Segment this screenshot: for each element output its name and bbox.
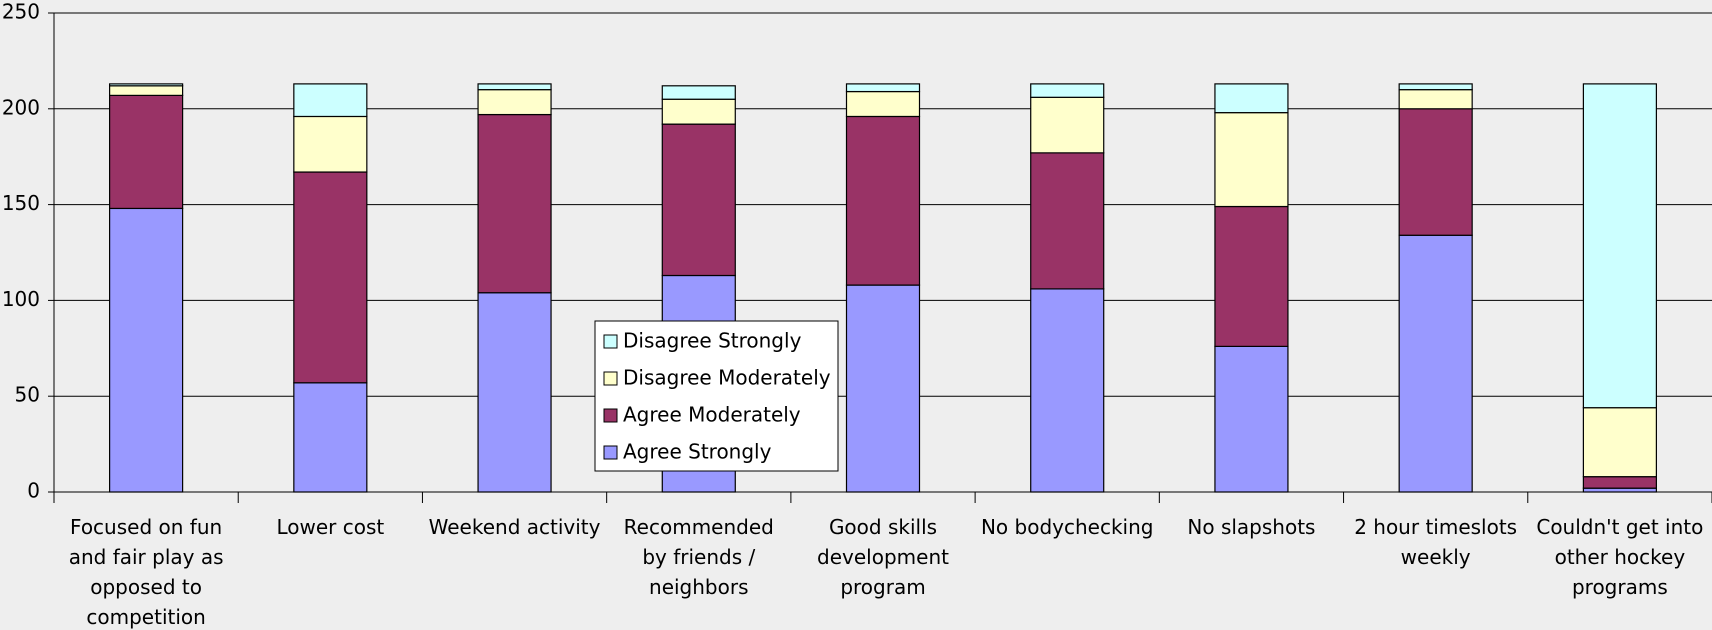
y-tick-label: 100 (2, 287, 40, 311)
y-tick-label: 250 (2, 0, 40, 24)
x-tick-label: Good skills development program (817, 515, 949, 599)
x-tick-label: Weekend activity (428, 515, 601, 539)
bar-segment (1214, 205, 1289, 347)
bar-segment (845, 90, 921, 118)
bar-segment (1398, 89, 1473, 110)
bar-segment (1582, 83, 1657, 409)
bar-segment (1214, 83, 1289, 114)
legend-label: Agree Strongly (623, 440, 772, 464)
bar-segment (661, 98, 736, 125)
y-tick-label: 150 (2, 191, 40, 215)
bar-segment (293, 115, 368, 173)
x-tick-label: Couldn't get into other hockey programs (1536, 515, 1704, 599)
bar-segment (845, 284, 921, 493)
bar-segment (109, 83, 184, 87)
bar-segment (661, 85, 736, 100)
bar-segment (1030, 83, 1105, 98)
legend-swatch (603, 334, 618, 349)
x-tick-label: No slapshots (1187, 515, 1316, 539)
bar-segment (477, 113, 552, 294)
x-tick-label: Lower cost (276, 515, 385, 539)
bar-segment (293, 83, 368, 118)
legend-label: Agree Moderately (623, 403, 801, 427)
bar-segment (1214, 345, 1289, 493)
y-tick-label: 200 (2, 95, 40, 119)
x-tick-label: 2 hour timeslots weekly (1354, 515, 1518, 569)
x-tick-label: Recommended by friends / neighbors (623, 515, 774, 599)
bar-segment (1030, 288, 1105, 493)
bar-segment (661, 123, 736, 277)
legend-box (594, 320, 839, 472)
bar-segment (1398, 108, 1473, 236)
y-tick-label: 50 (15, 383, 40, 407)
bar-segment (477, 89, 552, 116)
bar-segment (1398, 234, 1473, 493)
legend-label: Disagree Strongly (623, 329, 802, 353)
legend-label: Disagree Moderately (623, 366, 831, 390)
legend-swatch (603, 445, 618, 460)
x-tick-label: Focused on fun and fair play as opposed … (68, 515, 224, 629)
legend: Disagree Strongly Disagree Moderately Agre… (594, 320, 839, 472)
bar-segment (477, 292, 552, 493)
bar-segment (293, 171, 368, 384)
bar-segment (1214, 112, 1289, 208)
y-tick-label: 0 (27, 479, 40, 503)
bar-segment (109, 94, 184, 210)
bar-segment (293, 382, 368, 493)
bar-segment (1582, 407, 1657, 478)
bar-segment (845, 83, 921, 93)
x-tick-label: No bodychecking (980, 515, 1154, 539)
bar-segment (109, 85, 184, 96)
legend-swatch (603, 408, 618, 423)
bar-segment (1030, 152, 1105, 290)
bar-segment (1582, 476, 1657, 489)
bar-segment (845, 115, 921, 286)
bar-segment (1030, 96, 1105, 154)
bar-segment (109, 207, 184, 493)
bar-segment (1398, 83, 1473, 91)
legend-swatch (603, 371, 618, 386)
bar-segment (477, 83, 552, 91)
